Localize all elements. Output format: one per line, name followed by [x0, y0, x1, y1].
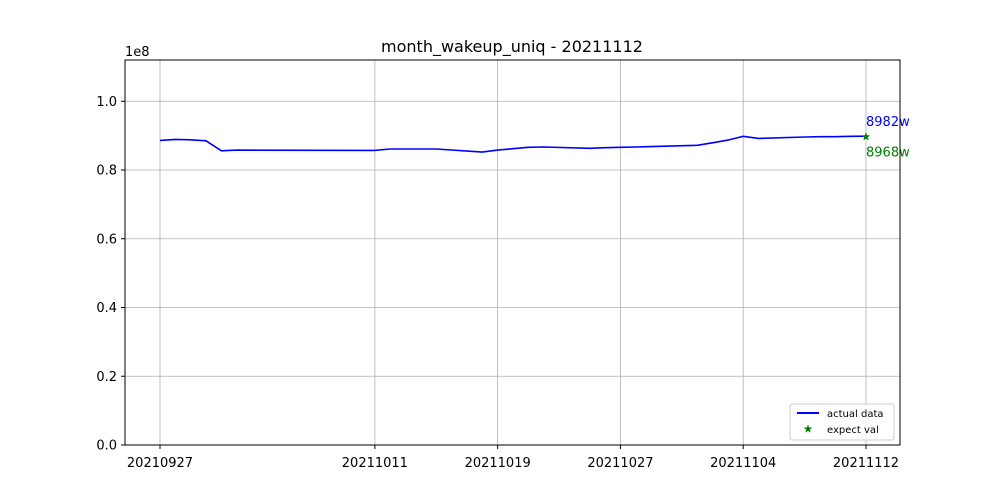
grid	[125, 60, 900, 446]
y-tick-label: 0.0	[96, 439, 117, 454]
y-tick-label: 0.8	[96, 164, 117, 179]
y-offset-label: 1e8	[125, 45, 150, 60]
series-layer	[159, 132, 871, 153]
x-tick-label: 20210927	[127, 456, 193, 471]
legend-label-expect: expect val	[827, 425, 879, 436]
series-line-actual-data	[159, 135, 867, 153]
y-tick-label: 0.6	[96, 232, 117, 247]
x-tick-label: 20211104	[710, 456, 776, 471]
x-tick-label: 20211027	[587, 456, 653, 471]
expect-val-point	[861, 132, 871, 141]
plot-frame	[124, 59, 901, 446]
y-axis: 0.0 0.2 0.4 0.6 0.8 1.0	[96, 95, 125, 454]
legend: actual data expect val	[789, 403, 895, 441]
annotations: 8982w 8968w	[866, 115, 910, 160]
chart-title: month_wakeup_uniq - 20211112	[381, 37, 643, 57]
x-axis: 20210927 20211011 20211019 20211027 20211104…	[127, 445, 899, 471]
legend-label-actual: actual data	[827, 409, 884, 420]
annotation-actual-value: 8982w	[866, 115, 910, 130]
annotation-expect-value: 8968w	[866, 146, 910, 161]
x-tick-label: 20211112	[833, 456, 899, 471]
legend-star-icon	[803, 424, 813, 433]
y-tick-label: 1.0	[96, 95, 117, 110]
y-tick-label: 0.4	[96, 301, 117, 316]
x-tick-label: 20211019	[465, 456, 531, 471]
x-tick-label: 20211011	[342, 456, 408, 471]
y-tick-label: 0.2	[96, 370, 117, 385]
